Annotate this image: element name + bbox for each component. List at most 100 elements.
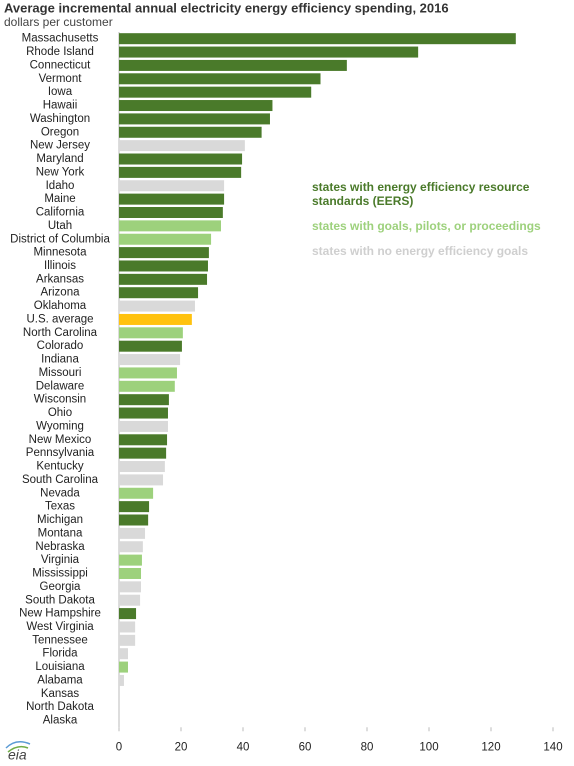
y-tick-label: Maine xyxy=(44,193,75,205)
y-tick-label: North Carolina xyxy=(23,327,98,339)
bar xyxy=(119,33,516,45)
y-tick-label: New Mexico xyxy=(29,434,92,446)
x-tick-label: 80 xyxy=(361,741,374,753)
bar xyxy=(119,527,146,539)
bar xyxy=(119,380,175,392)
bar xyxy=(119,634,136,646)
y-tick-label: Mississippi xyxy=(32,568,88,580)
bar xyxy=(119,554,142,566)
bar xyxy=(119,260,208,272)
bar xyxy=(119,581,142,593)
y-tick-label: New York xyxy=(36,166,85,178)
bar xyxy=(119,327,183,339)
bar xyxy=(119,420,168,432)
bar xyxy=(119,474,164,486)
bar xyxy=(119,233,212,245)
bar xyxy=(119,594,141,606)
bar xyxy=(119,313,192,325)
y-tick-label: Colorado xyxy=(37,340,84,352)
bar xyxy=(119,153,243,165)
y-tick-label: Pennsylvania xyxy=(26,447,95,459)
y-tick-label: Vermont xyxy=(39,73,83,85)
logo: eia xyxy=(8,747,27,763)
bar xyxy=(119,100,273,112)
bar xyxy=(119,434,168,446)
legend-label: states with energy efficiency resource xyxy=(312,180,530,194)
y-tick-label: Alabama xyxy=(37,674,83,686)
y-tick-label: Georgia xyxy=(40,581,82,593)
y-tick-label: Arizona xyxy=(41,287,81,299)
y-tick-label: Maryland xyxy=(36,153,83,165)
x-tick-label: 100 xyxy=(419,741,438,753)
bar xyxy=(119,46,419,58)
bar xyxy=(119,126,262,138)
y-tick-label: Illinois xyxy=(44,260,76,272)
y-tick-label: Louisiana xyxy=(35,661,85,673)
y-tick-label: Wisconsin xyxy=(34,394,86,406)
x-tick-label: 20 xyxy=(175,741,188,753)
bar xyxy=(119,220,221,232)
y-tick-label: Indiana xyxy=(41,354,79,366)
bar xyxy=(119,394,169,406)
y-tick-label: South Carolina xyxy=(22,474,99,486)
y-tick-label: North Dakota xyxy=(26,701,94,713)
bar xyxy=(119,59,347,71)
bar xyxy=(119,567,142,579)
y-tick-label: Massachusetts xyxy=(22,33,99,45)
y-tick-label: Michigan xyxy=(37,514,83,526)
bar xyxy=(119,648,128,660)
y-tick-label: Minnesota xyxy=(33,247,87,259)
y-tick-label: Texas xyxy=(45,501,75,513)
y-tick-label: Virginia xyxy=(41,554,80,566)
bar xyxy=(119,354,181,366)
y-tick-label: Hawaii xyxy=(43,100,78,112)
legend-label: standards (EERS) xyxy=(312,194,413,208)
bar xyxy=(119,407,168,419)
bar xyxy=(119,73,321,85)
y-tick-label: Oklahoma xyxy=(34,300,87,312)
bar xyxy=(119,140,245,152)
bar xyxy=(119,300,195,312)
x-tick-label: 0 xyxy=(116,741,122,753)
bar xyxy=(119,206,223,218)
y-tick-label: New Jersey xyxy=(30,140,90,152)
y-tick-label: Idaho xyxy=(46,180,75,192)
y-tick-label: Utah xyxy=(48,220,72,232)
chart-title: Average incremental annual electricity e… xyxy=(4,0,449,15)
y-tick-label: Iowa xyxy=(48,86,73,98)
y-tick-label: California xyxy=(36,207,85,219)
bar xyxy=(119,166,242,178)
bar xyxy=(119,287,199,299)
y-tick-label: Florida xyxy=(42,648,78,660)
y-tick-label: Oregon xyxy=(41,126,79,138)
x-tick-label: 60 xyxy=(299,741,312,753)
bar xyxy=(119,273,208,285)
bar xyxy=(119,487,154,499)
y-tick-label: Delaware xyxy=(36,380,85,392)
y-tick-label: Tennessee xyxy=(32,634,88,646)
x-tick-label: 140 xyxy=(543,741,562,753)
y-tick-label: Nevada xyxy=(40,487,80,499)
bar xyxy=(119,447,167,459)
bar xyxy=(119,621,136,633)
bar xyxy=(119,514,149,526)
y-tick-label: Nebraska xyxy=(35,541,85,553)
x-tick-label: 120 xyxy=(481,741,500,753)
bar xyxy=(119,247,209,259)
y-tick-label: Connecticut xyxy=(30,59,92,71)
y-tick-label: District of Columbia xyxy=(10,233,110,245)
y-tick-label: West Virginia xyxy=(26,621,94,633)
chart-subtitle: dollars per customer xyxy=(4,15,113,29)
bar xyxy=(119,461,165,473)
y-tick-label: Ohio xyxy=(48,407,72,419)
legend-label: states with goals, pilots, or proceeding… xyxy=(312,219,541,233)
bar xyxy=(119,180,225,192)
y-tick-label: U.S. average xyxy=(26,313,93,325)
bar xyxy=(119,661,128,673)
bar xyxy=(119,674,124,686)
y-tick-label: Montana xyxy=(38,527,83,539)
bar xyxy=(119,541,143,553)
y-tick-label: South Dakota xyxy=(25,594,95,606)
y-tick-label: Washington xyxy=(30,113,90,125)
